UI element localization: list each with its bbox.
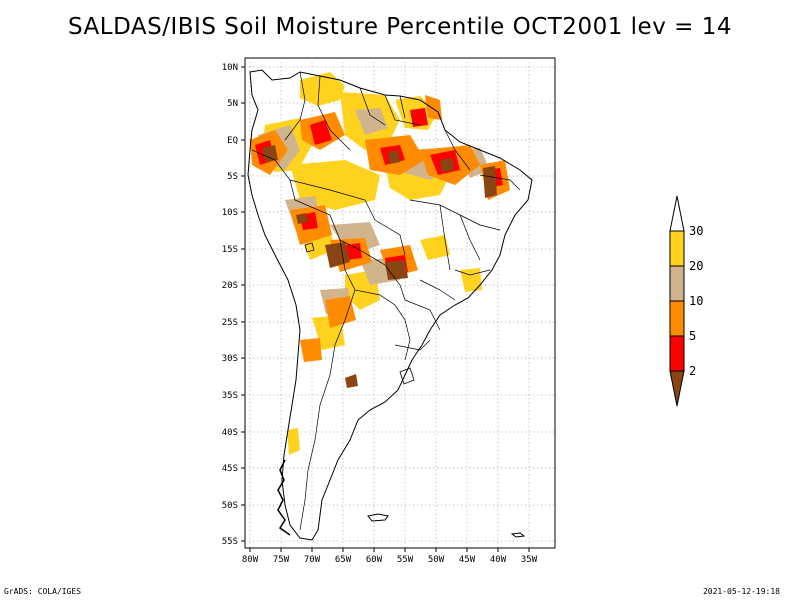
lat-label-55s: 55S <box>222 537 238 547</box>
lon-label-75w: 75W <box>273 555 290 565</box>
lake-titicaca <box>304 242 315 253</box>
south-georgia-island <box>510 532 526 538</box>
axis-ticks <box>241 66 530 552</box>
lon-label-60w: 60W <box>366 555 383 565</box>
map-title: SALDAS/IBIS Soil Moisture Percentile OCT… <box>68 14 732 40</box>
colorbar-labels: 30 20 10 5 2 <box>689 224 703 378</box>
lat-label-5s: 5S <box>227 172 238 182</box>
footer-timestamp: 2021-05-12-19:18 <box>702 587 780 596</box>
lon-label-45w: 45W <box>459 555 476 565</box>
south-america-coastline <box>247 69 533 541</box>
colorbar-2-5 <box>669 335 685 372</box>
colorbar-label-2: 2 <box>689 364 696 378</box>
lat-label-10s: 10S <box>222 208 238 218</box>
lat-label-5n: 5N <box>227 99 238 109</box>
longitude-labels: 80W 75W 70W 65W 60W 55W 50W 45W 40W 35W <box>242 555 538 565</box>
lon-label-55w: 55W <box>397 555 414 565</box>
lat-label-20s: 20S <box>222 281 238 291</box>
lon-label-65w: 65W <box>335 555 352 565</box>
colorbar-under-2-arrow <box>669 370 685 407</box>
lat-label-30s: 30S <box>222 354 238 364</box>
lat-label-10n: 10N <box>222 63 238 73</box>
lat-label-45s: 45S <box>222 464 238 474</box>
lat-label-25s: 25S <box>222 318 238 328</box>
colorbar-label-20: 20 <box>689 259 703 273</box>
falkland-islands <box>367 513 389 522</box>
lon-label-50w: 50W <box>428 555 445 565</box>
lagoa-dos-patos <box>399 367 415 385</box>
lon-label-70w: 70W <box>304 555 321 565</box>
lat-label-50s: 50S <box>222 501 238 511</box>
lat-label-eq: EQ <box>227 136 238 146</box>
colorbar-over-30-arrow <box>669 195 685 232</box>
colorbar <box>669 195 685 407</box>
lon-label-40w: 40W <box>490 555 507 565</box>
colorbar-5-10 <box>669 300 685 337</box>
country-borders <box>251 71 521 531</box>
colorbar-label-10: 10 <box>689 294 703 308</box>
lat-label-15s: 15S <box>222 245 238 255</box>
shaded-regions <box>250 72 510 455</box>
colorbar-label-5: 5 <box>689 329 696 343</box>
lat-label-35s: 35S <box>222 391 238 401</box>
lat-label-40s: 40S <box>222 428 238 438</box>
footer-credit: GrADS: COLA/IGES <box>4 587 82 596</box>
colorbar-20-30 <box>669 230 685 267</box>
chile-archipelago <box>277 459 291 536</box>
latitude-labels: 10N 5N EQ 5S 10S 15S 20S 25S 30S 35S 40S… <box>222 63 238 547</box>
lon-label-35w: 35W <box>521 555 538 565</box>
colorbar-label-30: 30 <box>689 224 703 238</box>
lon-label-80w: 80W <box>242 555 259 565</box>
colorbar-10-20 <box>669 265 685 302</box>
